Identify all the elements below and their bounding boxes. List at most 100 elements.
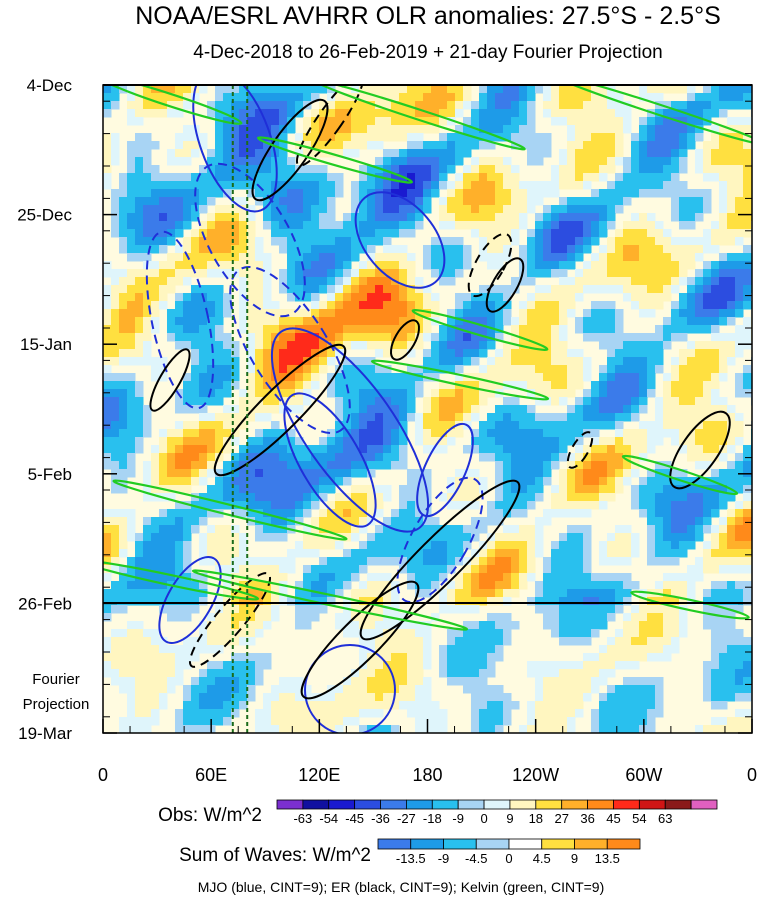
field-cell <box>207 365 216 374</box>
field-cell <box>655 461 664 470</box>
field-cell <box>431 117 440 126</box>
field-cell <box>367 301 376 310</box>
field-cell <box>439 269 448 278</box>
field-cell <box>255 157 264 166</box>
field-cell <box>415 541 424 550</box>
field-cell <box>687 565 696 574</box>
field-cell <box>303 381 312 390</box>
field-cell <box>391 317 400 326</box>
field-cell <box>575 205 584 214</box>
field-cell <box>159 221 168 230</box>
field-cell <box>647 445 656 454</box>
field-cell <box>599 653 608 662</box>
field-cell <box>535 677 544 686</box>
field-cell <box>215 269 224 278</box>
field-cell <box>111 357 120 366</box>
field-cell <box>167 453 176 462</box>
field-cell <box>743 445 752 454</box>
field-cell <box>455 261 464 270</box>
field-cell <box>255 101 264 110</box>
field-cell <box>423 541 432 550</box>
field-cell <box>447 325 456 334</box>
field-cell <box>599 405 608 414</box>
field-cell <box>287 461 296 470</box>
field-cell <box>599 661 608 670</box>
field-cell <box>375 445 384 454</box>
field-cell <box>383 213 392 222</box>
field-cell <box>695 421 704 430</box>
field-cell <box>287 677 296 686</box>
field-cell <box>559 277 568 286</box>
field-cell <box>247 453 256 462</box>
field-cell <box>143 629 152 638</box>
field-cell <box>463 85 472 94</box>
field-cell <box>447 397 456 406</box>
field-cell <box>463 557 472 566</box>
field-cell <box>263 589 272 598</box>
field-cell <box>415 333 424 342</box>
field-cell <box>207 429 216 438</box>
field-cell <box>527 117 536 126</box>
field-cell <box>127 325 136 334</box>
field-cell <box>255 189 264 198</box>
field-cell <box>591 325 600 334</box>
field-cell <box>191 397 200 406</box>
field-cell <box>503 397 512 406</box>
field-cell <box>295 261 304 270</box>
field-cell <box>631 541 640 550</box>
field-cell <box>327 325 336 334</box>
field-cell <box>351 421 360 430</box>
field-cell <box>655 333 664 342</box>
field-cell <box>551 397 560 406</box>
field-cell <box>495 317 504 326</box>
field-cell <box>399 653 408 662</box>
field-cell <box>575 237 584 246</box>
field-cell <box>375 461 384 470</box>
field-cell <box>727 549 736 558</box>
field-cell <box>615 685 624 694</box>
field-cell <box>583 533 592 542</box>
field-cell <box>159 285 168 294</box>
field-cell <box>575 469 584 478</box>
field-cell <box>735 133 744 142</box>
field-cell <box>663 285 672 294</box>
field-cell <box>631 493 640 502</box>
field-cell <box>391 629 400 638</box>
field-cell <box>327 349 336 358</box>
field-cell <box>151 285 160 294</box>
field-cell <box>487 645 496 654</box>
field-cell <box>647 557 656 566</box>
field-cell <box>583 357 592 366</box>
field-cell <box>679 85 688 94</box>
field-cell <box>351 389 360 398</box>
field-cell <box>607 357 616 366</box>
field-cell <box>231 229 240 238</box>
field-cell <box>367 437 376 446</box>
field-cell <box>583 133 592 142</box>
field-cell <box>535 549 544 558</box>
field-cell <box>599 341 608 350</box>
field-cell <box>559 381 568 390</box>
field-cell <box>719 405 728 414</box>
field-cell <box>647 237 656 246</box>
field-cell <box>215 325 224 334</box>
field-cell <box>103 429 112 438</box>
field-cell <box>199 349 208 358</box>
field-cell <box>511 317 520 326</box>
field-cell <box>375 301 384 310</box>
field-cell <box>591 309 600 318</box>
field-cell <box>103 405 112 414</box>
field-cell <box>167 485 176 494</box>
field-cell <box>575 413 584 422</box>
field-cell <box>335 181 344 190</box>
field-cell <box>175 589 184 598</box>
field-cell <box>503 413 512 422</box>
field-cell <box>367 221 376 230</box>
field-cell <box>319 573 328 582</box>
field-cell <box>175 645 184 654</box>
field-cell <box>399 253 408 262</box>
field-cell <box>359 645 368 654</box>
field-cell <box>511 509 520 518</box>
field-cell <box>599 205 608 214</box>
field-cell <box>135 205 144 214</box>
